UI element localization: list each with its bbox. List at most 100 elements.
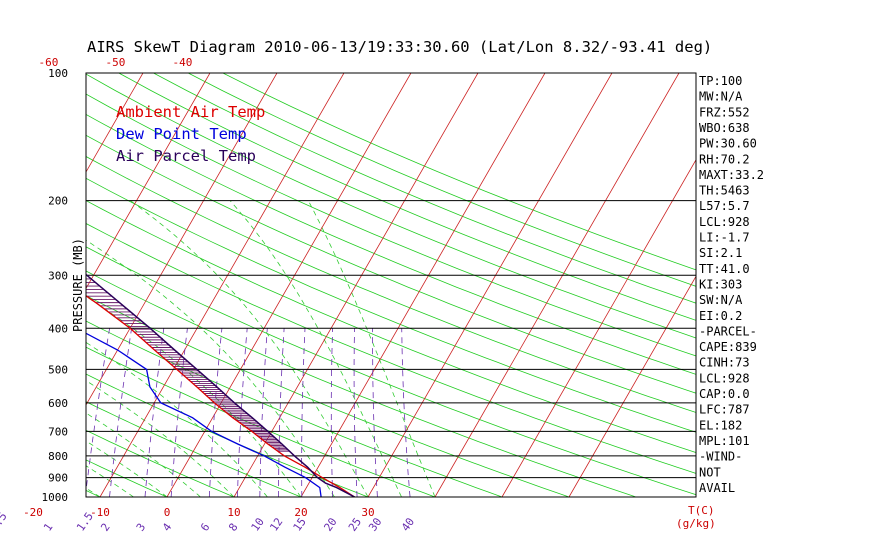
- index-line: EL:182: [699, 418, 742, 432]
- legend-entry: Air Parcel Temp: [116, 147, 256, 165]
- index-line: CINH:73: [699, 356, 750, 370]
- index-line: PW:30.60: [699, 137, 757, 151]
- isotherm-line: [501, 159, 696, 497]
- isotherm-line: [568, 275, 696, 497]
- index-line: EI:0.2: [699, 309, 742, 323]
- index-line: MW:N/A: [699, 90, 743, 104]
- index-line: LCL:928: [699, 371, 750, 385]
- index-line: NOT: [699, 465, 721, 479]
- dry-adiabat-line: [86, 113, 696, 375]
- index-line: L57:5.7: [699, 199, 750, 213]
- isotherm-line: [434, 73, 680, 497]
- mixing-ratio-tick-label: 40: [399, 515, 417, 533]
- mixing-ratio-tick-label: 1: [41, 521, 55, 534]
- temperature-tick-label: 0: [164, 506, 171, 519]
- legend: Ambient Air Temp Dew Point Temp Air Parcel…: [116, 103, 265, 165]
- top-temperature-tick-label: -40: [173, 56, 193, 69]
- pressure-tick-label: 500: [48, 363, 68, 376]
- dry-adiabat-line: [86, 156, 696, 413]
- index-line: CAPE:839: [699, 340, 757, 354]
- index-line: LCL:928: [699, 215, 750, 229]
- mixing-ratio-line: [144, 328, 165, 497]
- dry-adiabat-line: [0, 73, 33, 497]
- mixing-ratio-tick-label: 8: [226, 521, 240, 534]
- top-temperature-tick-label: -60: [39, 56, 59, 69]
- mixing-ratio-tick-label: 10: [249, 515, 267, 533]
- top-temperature-tick-labels: -120-110-100-90-80-70-60-50-40: [39, 56, 193, 69]
- mixing-ratio-line: [330, 328, 333, 497]
- index-line: SW:N/A: [699, 293, 743, 307]
- index-line: SI:2.1: [699, 246, 742, 260]
- index-line: KI:303: [699, 277, 742, 291]
- mixing-ratio-tick-label: 20: [321, 515, 339, 533]
- legend-entry: Dew Point Temp: [116, 125, 247, 143]
- mixing-ratio-tick-label: 15: [291, 515, 309, 533]
- x-axis-label: T(C): [688, 504, 715, 517]
- dry-adiabat-line: [86, 93, 696, 357]
- profile-series: [86, 273, 355, 497]
- isotherm-line: [99, 73, 345, 497]
- pressure-tick-label: 400: [48, 322, 68, 335]
- mixing-ratio-line: [0, 328, 31, 497]
- pressure-tick-label: 100: [48, 67, 68, 80]
- chart-title: AIRS SkewT Diagram 2010-06-13/19:33:30.6…: [87, 38, 712, 56]
- parcel-temp-line: [86, 273, 355, 497]
- pressure-tick-label: 300: [48, 269, 68, 282]
- ambient-temp-line: [86, 295, 355, 497]
- dry-adiabat-line: [86, 134, 696, 394]
- dry-adiabat-line: [153, 73, 696, 304]
- dry-adiabat-line: [86, 177, 696, 433]
- dry-adiabat-line: [86, 373, 369, 497]
- index-line: -PARCEL-: [699, 324, 757, 338]
- isotherm-line: [86, 73, 144, 173]
- isotherm-line: [300, 73, 546, 497]
- index-line: MPL:101: [699, 434, 750, 448]
- top-temperature-tick-label: -50: [106, 56, 126, 69]
- dry-adiabat-line: [86, 246, 696, 496]
- isotherm-line: [367, 73, 613, 497]
- mixing-ratio-line: [372, 328, 378, 497]
- dry-adiabat-line: [86, 270, 637, 497]
- moist-adiabat-line: [229, 200, 402, 497]
- isotherm-line: [233, 73, 479, 497]
- moist-adiabat-line: [86, 412, 201, 497]
- mixing-ratio-tick-label: 30: [366, 515, 384, 533]
- dry-adiabats: [0, 73, 696, 497]
- dry-adiabat-line: [86, 73, 696, 339]
- pressure-tick-label: 800: [48, 450, 68, 463]
- pressure-tick-label: 700: [48, 425, 68, 438]
- mixing-ratio-tick-label: 25: [346, 515, 364, 533]
- pressure-tick-labels: 100 200 300 400 500 600 700 800 900 1000: [42, 67, 69, 504]
- temperature-tick-label: 10: [227, 506, 240, 519]
- temperature-tick-label: 20: [294, 506, 307, 519]
- index-line: MAXT:33.2: [699, 168, 764, 182]
- dry-adiabat-line: [86, 459, 168, 497]
- isotherms: [86, 73, 696, 497]
- index-line: CAP:0.0: [699, 387, 750, 401]
- isotherm-line: [166, 73, 412, 497]
- dry-adiabat-line: [86, 346, 436, 497]
- dry-adiabat-line: [86, 320, 503, 497]
- dry-adiabat-line: [86, 200, 696, 453]
- dry-adiabat-line: [86, 401, 302, 497]
- temperature-tick-label: 30: [361, 506, 374, 519]
- temperature-tick-label: -20: [23, 506, 43, 519]
- cape-hatching: [86, 274, 290, 452]
- dry-adiabat-line: [86, 223, 696, 474]
- dry-adiabat-line: [222, 73, 696, 271]
- pressure-tick-label: 900: [48, 472, 68, 485]
- index-line: FRZ:552: [699, 105, 750, 119]
- moist-adiabat-line: [86, 465, 134, 497]
- isobars: [86, 72, 696, 498]
- mixing-ratio-line: [109, 328, 132, 497]
- dry-adiabat-line: [188, 73, 696, 287]
- index-line: LFC:787: [699, 403, 750, 417]
- pressure-tick-label: 200: [48, 195, 68, 208]
- isotherm-line: [86, 73, 278, 406]
- moist-adiabat-line: [86, 239, 335, 497]
- mixing-ratio-unit-label: (g/kg): [676, 517, 716, 530]
- mixing-ratio-tick-label: 6: [198, 521, 212, 534]
- dry-adiabat-line: [86, 429, 235, 497]
